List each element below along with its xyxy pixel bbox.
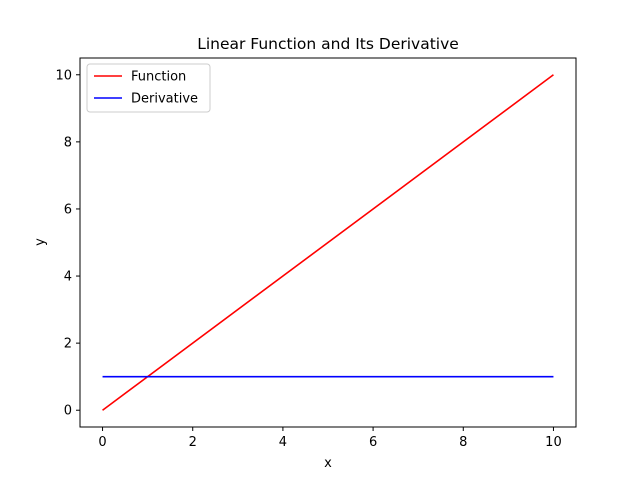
x-tick-label: 0 xyxy=(98,435,106,450)
chart-title: Linear Function and Its Derivative xyxy=(197,35,459,53)
x-tick-label: 2 xyxy=(189,435,197,450)
plot-area-frame xyxy=(79,57,577,428)
y-tick-label: 10 xyxy=(55,68,72,83)
x-tick-label: 4 xyxy=(279,435,287,450)
x-axis-label: x xyxy=(324,456,332,471)
legend-label-derivative: Derivative xyxy=(131,92,198,107)
x-axis: 0 2 4 6 8 10 xyxy=(98,427,562,450)
series-layer xyxy=(102,74,554,411)
series-line-function xyxy=(102,74,554,411)
y-tick-label: 2 xyxy=(64,337,72,352)
x-tick-label: 10 xyxy=(545,435,562,450)
y-tick-label: 8 xyxy=(64,135,72,150)
x-tick-label: 6 xyxy=(369,435,377,450)
y-axis: 0 2 4 6 8 10 xyxy=(55,68,80,419)
y-tick-label: 6 xyxy=(64,202,72,217)
y-tick-label: 0 xyxy=(64,404,72,419)
y-tick-label: 4 xyxy=(64,270,72,285)
y-axis-label: y xyxy=(33,238,48,246)
legend: Function Derivative xyxy=(86,63,211,113)
legend-label-function: Function xyxy=(131,70,186,85)
x-tick-label: 8 xyxy=(459,435,467,450)
